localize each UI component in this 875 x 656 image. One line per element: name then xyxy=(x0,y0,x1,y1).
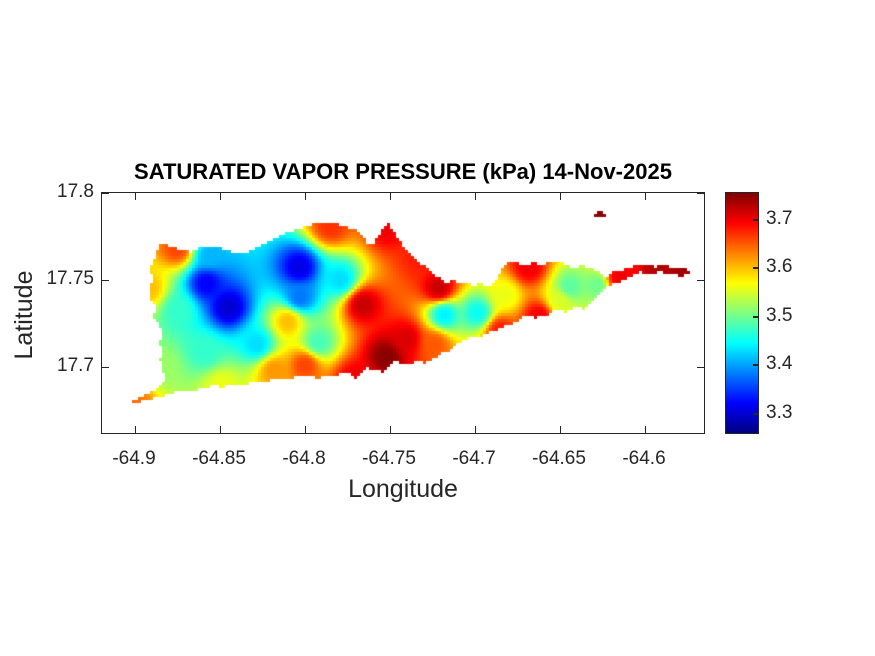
x-tick-label-2: -64.8 xyxy=(282,448,326,469)
tick-mark xyxy=(305,426,306,433)
tick-mark xyxy=(102,367,109,368)
tick-mark xyxy=(220,193,221,200)
colorbar-tick-mark xyxy=(753,413,758,415)
colorbar-tick-label-2: 3.5 xyxy=(766,305,793,326)
x-tick-label-3: -64.75 xyxy=(362,448,416,469)
colorbar-tick-label-4: 3.7 xyxy=(766,208,793,229)
tick-mark xyxy=(390,426,391,433)
tick-mark xyxy=(645,193,646,200)
colorbar-tick-label-3: 3.6 xyxy=(766,256,793,277)
tick-mark xyxy=(390,193,391,200)
tick-mark xyxy=(135,426,136,433)
tick-mark xyxy=(220,426,221,433)
colorbar-tick-mark xyxy=(753,219,758,221)
x-tick-label-1: -64.85 xyxy=(192,448,246,469)
tick-mark xyxy=(560,193,561,200)
x-axis-label: Longitude xyxy=(348,475,458,503)
x-tick-label-4: -64.7 xyxy=(452,448,496,469)
tick-mark xyxy=(560,426,561,433)
colorbar-tick-mark xyxy=(753,267,758,269)
y-tick-label-1: 17.75 xyxy=(46,268,94,289)
tick-mark xyxy=(305,193,306,200)
colorbar xyxy=(725,192,759,434)
colorbar-tick-label-0: 3.3 xyxy=(766,402,793,423)
colorbar-tick-mark xyxy=(753,316,758,318)
tick-mark xyxy=(697,280,704,281)
tick-mark xyxy=(475,426,476,433)
tick-mark xyxy=(697,193,704,194)
tick-mark xyxy=(697,367,704,368)
y-axis-label: Latitude xyxy=(10,270,38,360)
x-tick-label-0: -64.9 xyxy=(112,448,156,469)
y-tick-label-0: 17.8 xyxy=(57,181,94,202)
colorbar-tick-label-1: 3.4 xyxy=(766,353,793,374)
x-tick-label-5: -64.65 xyxy=(532,448,586,469)
y-tick-label-2: 17.7 xyxy=(57,355,94,376)
x-tick-label-6: -64.6 xyxy=(622,448,666,469)
colorbar-canvas xyxy=(726,193,758,433)
colorbar-tick-mark xyxy=(753,364,758,366)
plot-area xyxy=(101,192,705,434)
tick-mark xyxy=(102,280,109,281)
tick-mark xyxy=(645,426,646,433)
heatmap-canvas xyxy=(102,193,704,433)
tick-mark xyxy=(102,193,109,194)
tick-mark xyxy=(475,193,476,200)
chart-title: SATURATED VAPOR PRESSURE (kPa) 14-Nov-20… xyxy=(134,159,672,184)
tick-mark xyxy=(135,193,136,200)
